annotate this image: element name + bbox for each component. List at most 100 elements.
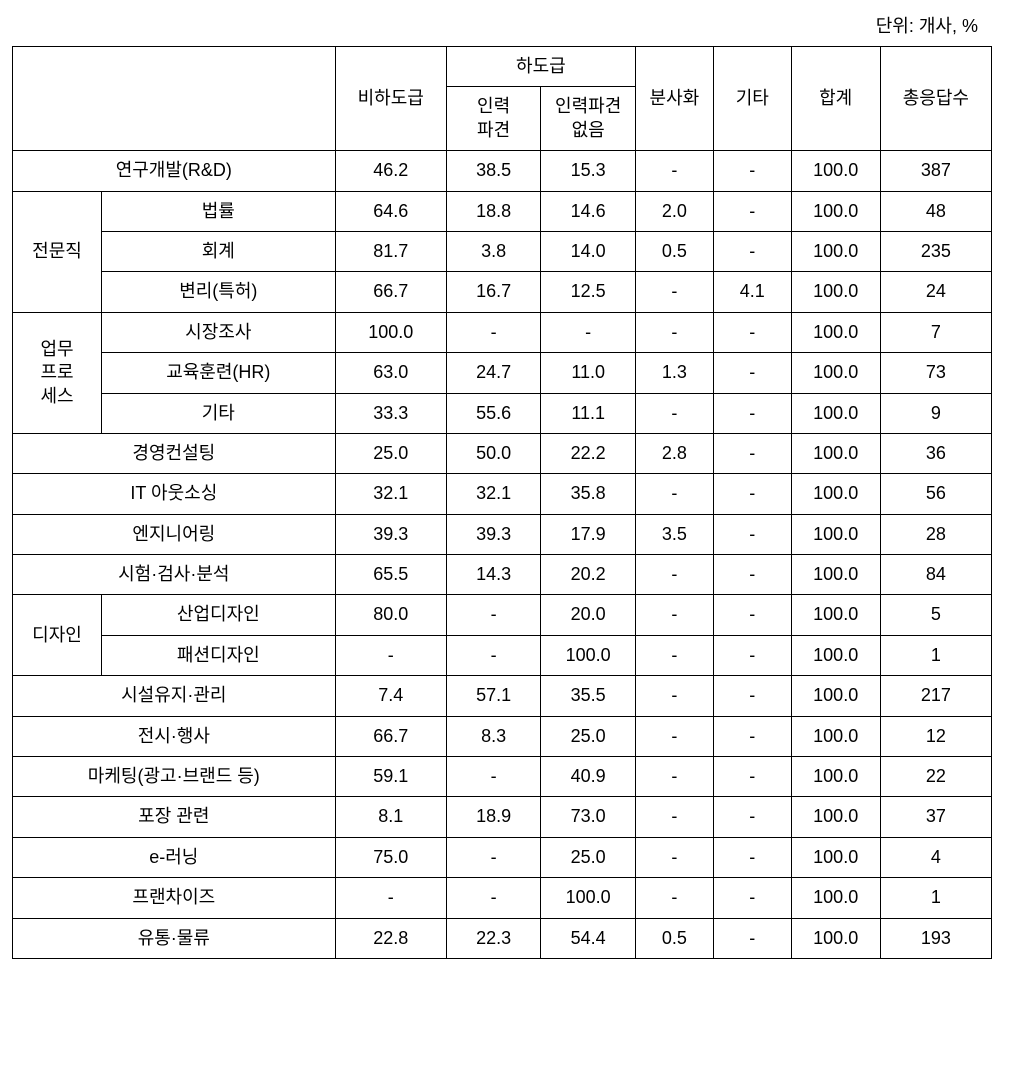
table-row: e-러닝 75.0 - 25.0 - - 100.0 4 <box>13 837 992 877</box>
table-row: 프랜차이즈 - - 100.0 - - 100.0 1 <box>13 878 992 918</box>
data-table: 비하도급 하도급 분사화 기타 합계 총응답수 인력파견 인력파견없음 연구개발… <box>12 46 992 959</box>
cell: 100.0 <box>791 797 880 837</box>
cell: 39.3 <box>335 514 446 554</box>
cell: 54.4 <box>541 918 636 958</box>
row-label: 법률 <box>102 191 336 231</box>
cell: 100.0 <box>791 595 880 635</box>
cell: 84 <box>880 555 991 595</box>
table-row: 업무프로세스 시장조사 100.0 - - - - 100.0 7 <box>13 312 992 352</box>
cell: - <box>446 312 541 352</box>
row-label: 마케팅(광고·브랜드 등) <box>13 757 336 797</box>
cell: 35.8 <box>541 474 636 514</box>
unit-label: 단위: 개사, % <box>12 12 998 38</box>
cell: 25.0 <box>541 837 636 877</box>
group-label-design: 디자인 <box>13 595 102 676</box>
cell: - <box>635 272 713 312</box>
cell: 100.0 <box>791 878 880 918</box>
header-total: 합계 <box>791 47 880 151</box>
row-label: 포장 관련 <box>13 797 336 837</box>
cell: 7.4 <box>335 676 446 716</box>
cell: - <box>713 676 791 716</box>
cell: - <box>713 716 791 756</box>
table-row: 경영컨설팅 25.0 50.0 22.2 2.8 - 100.0 36 <box>13 433 992 473</box>
cell: 36 <box>880 433 991 473</box>
cell: 14.3 <box>446 555 541 595</box>
cell: 28 <box>880 514 991 554</box>
cell: 100.0 <box>541 635 636 675</box>
cell: 100.0 <box>791 151 880 191</box>
cell: 8.3 <box>446 716 541 756</box>
cell: - <box>446 837 541 877</box>
table-row: 시설유지·관리 7.4 57.1 35.5 - - 100.0 217 <box>13 676 992 716</box>
row-label: 회계 <box>102 231 336 271</box>
cell: 12 <box>880 716 991 756</box>
cell: 100.0 <box>791 272 880 312</box>
table-row: 엔지니어링 39.3 39.3 17.9 3.5 - 100.0 28 <box>13 514 992 554</box>
header-dispatch: 인력파견 <box>446 87 541 151</box>
cell: - <box>713 474 791 514</box>
group-label-process: 업무프로세스 <box>13 312 102 433</box>
table-row: IT 아웃소싱 32.1 32.1 35.8 - - 100.0 56 <box>13 474 992 514</box>
cell: - <box>713 635 791 675</box>
table-row: 교육훈련(HR) 63.0 24.7 11.0 1.3 - 100.0 73 <box>13 353 992 393</box>
table-body: 연구개발(R&D) 46.2 38.5 15.3 - - 100.0 387 전… <box>13 151 992 959</box>
cell: 65.5 <box>335 555 446 595</box>
cell: 100.0 <box>791 757 880 797</box>
cell: 22.8 <box>335 918 446 958</box>
cell: 18.9 <box>446 797 541 837</box>
cell: - <box>635 555 713 595</box>
cell: 56 <box>880 474 991 514</box>
cell: - <box>713 878 791 918</box>
row-label: 변리(특허) <box>102 272 336 312</box>
cell: 59.1 <box>335 757 446 797</box>
cell: 100.0 <box>791 433 880 473</box>
cell: 100.0 <box>791 918 880 958</box>
cell: 11.1 <box>541 393 636 433</box>
table-row: 기타 33.3 55.6 11.1 - - 100.0 9 <box>13 393 992 433</box>
row-label: 기타 <box>102 393 336 433</box>
cell: - <box>713 191 791 231</box>
cell: 0.5 <box>635 918 713 958</box>
row-label: 연구개발(R&D) <box>13 151 336 191</box>
cell: 24 <box>880 272 991 312</box>
cell: 75.0 <box>335 837 446 877</box>
cell: 39.3 <box>446 514 541 554</box>
cell: 17.9 <box>541 514 636 554</box>
header-other: 기타 <box>713 47 791 151</box>
cell: - <box>713 837 791 877</box>
header-responses: 총응답수 <box>880 47 991 151</box>
cell: 100.0 <box>791 555 880 595</box>
cell: 16.7 <box>446 272 541 312</box>
table-row: 전문직 법률 64.6 18.8 14.6 2.0 - 100.0 48 <box>13 191 992 231</box>
cell: 100.0 <box>791 514 880 554</box>
cell: 25.0 <box>335 433 446 473</box>
cell: - <box>713 555 791 595</box>
group-label-professional: 전문직 <box>13 191 102 312</box>
cell: - <box>713 353 791 393</box>
cell: - <box>335 878 446 918</box>
cell: 8.1 <box>335 797 446 837</box>
table-row: 마케팅(광고·브랜드 등) 59.1 - 40.9 - - 100.0 22 <box>13 757 992 797</box>
cell: 235 <box>880 231 991 271</box>
cell: 2.8 <box>635 433 713 473</box>
cell: 33.3 <box>335 393 446 433</box>
cell: 100.0 <box>791 837 880 877</box>
cell: - <box>635 837 713 877</box>
cell: 14.6 <box>541 191 636 231</box>
cell: - <box>635 393 713 433</box>
cell: 100.0 <box>791 231 880 271</box>
cell: 66.7 <box>335 716 446 756</box>
cell: - <box>713 231 791 271</box>
cell: - <box>713 312 791 352</box>
table-row: 포장 관련 8.1 18.9 73.0 - - 100.0 37 <box>13 797 992 837</box>
cell: - <box>635 878 713 918</box>
cell: 0.5 <box>635 231 713 271</box>
cell: - <box>713 918 791 958</box>
cell: - <box>713 595 791 635</box>
header-spinoff: 분사화 <box>635 47 713 151</box>
cell: - <box>541 312 636 352</box>
cell: - <box>635 595 713 635</box>
cell: - <box>446 635 541 675</box>
cell: 100.0 <box>335 312 446 352</box>
cell: - <box>713 797 791 837</box>
